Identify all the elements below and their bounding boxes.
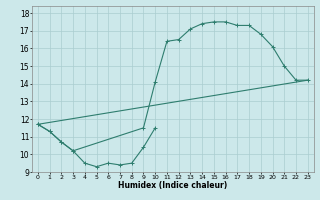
X-axis label: Humidex (Indice chaleur): Humidex (Indice chaleur) [118,181,228,190]
